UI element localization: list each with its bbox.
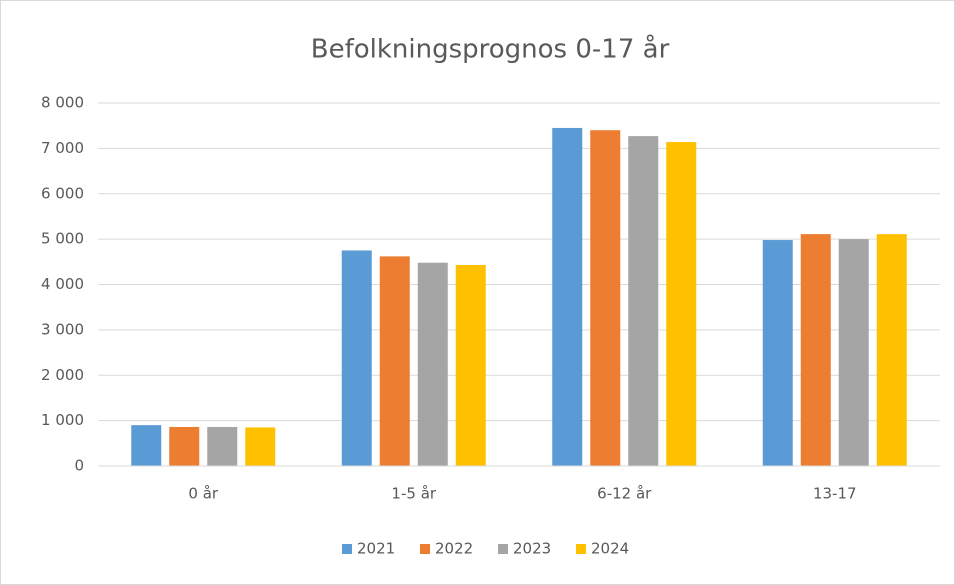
legend-swatch	[342, 544, 352, 554]
bar	[800, 234, 831, 466]
legend-label: 2024	[591, 540, 629, 558]
x-tick-label: 13-17	[813, 485, 857, 503]
y-tick-label: 4 000	[41, 275, 84, 293]
bar	[628, 136, 659, 466]
y-tick-label: 5 000	[41, 230, 84, 248]
bar	[876, 234, 907, 466]
y-tick-label: 6 000	[41, 184, 84, 202]
bar	[207, 426, 238, 466]
bar	[590, 130, 621, 466]
bar	[379, 256, 410, 466]
y-tick-label: 1 000	[41, 411, 84, 429]
x-tick-label: 6-12 år	[597, 485, 652, 503]
legend-label: 2023	[513, 540, 551, 558]
bar	[131, 425, 162, 466]
legend-label: 2022	[435, 540, 473, 558]
x-tick-label: 1-5 år	[391, 485, 436, 503]
bar	[245, 427, 276, 466]
legend-swatch	[576, 544, 586, 554]
y-tick-label: 7 000	[41, 139, 84, 157]
y-tick-label: 3 000	[41, 320, 84, 338]
legend-swatch	[498, 544, 508, 554]
bar	[838, 239, 869, 466]
legend-swatch	[420, 544, 430, 554]
y-tick-label: 2 000	[41, 366, 84, 384]
bar	[417, 262, 448, 466]
legend-label: 2021	[357, 540, 395, 558]
bar	[455, 264, 486, 466]
y-tick-label: 8 000	[41, 94, 84, 112]
x-tick-label: 0 år	[188, 485, 219, 503]
y-tick-label: 0	[74, 457, 84, 475]
bar	[169, 426, 200, 466]
bar	[762, 240, 793, 466]
bar	[341, 250, 372, 466]
bar	[666, 142, 697, 466]
chart-title: Befolkningsprognos 0-17 år	[311, 34, 670, 65]
bar	[552, 127, 583, 467]
